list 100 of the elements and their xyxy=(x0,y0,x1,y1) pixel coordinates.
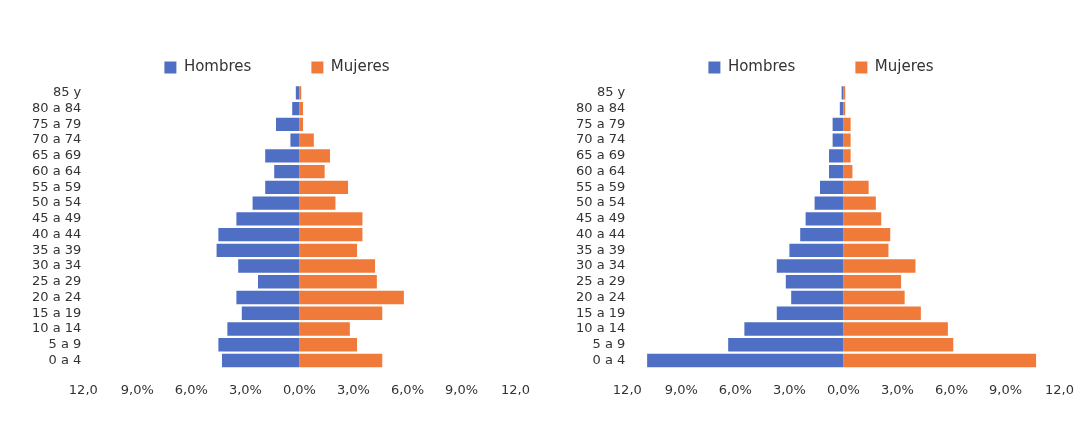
bar xyxy=(820,180,844,195)
y-tick-label: 55 a 59 xyxy=(575,178,626,194)
y-tick-label: 85 y xyxy=(52,84,82,100)
bar xyxy=(299,275,377,289)
y-tick-label: 75 a 79 xyxy=(31,115,82,131)
bar xyxy=(238,259,300,273)
y-tick-label: 65 a 69 xyxy=(575,147,626,163)
y-tick-label: 70 a 74 xyxy=(31,131,82,147)
y-tick-label: 0 a 4 xyxy=(592,351,626,367)
x-tick-label: 6,0% xyxy=(718,381,752,397)
bar xyxy=(843,212,882,226)
bar xyxy=(789,243,844,258)
bar xyxy=(221,353,300,368)
y-tick-label: 10 a 14 xyxy=(575,320,626,336)
bar xyxy=(800,227,844,242)
bar xyxy=(258,275,300,289)
y-tick-label: 40 a 44 xyxy=(575,225,626,241)
y-tick-label: 75 a 79 xyxy=(575,115,626,131)
bar xyxy=(843,338,954,352)
bar xyxy=(265,180,300,195)
bar xyxy=(299,306,383,320)
bar xyxy=(744,322,844,336)
x-tick-label: 3,0% xyxy=(228,381,262,397)
bar xyxy=(290,133,300,147)
bar xyxy=(218,227,300,242)
y-tick-label: 20 a 24 xyxy=(575,288,626,304)
y-tick-label: 70 a 74 xyxy=(575,131,626,147)
bar xyxy=(647,353,844,368)
bar xyxy=(274,164,300,179)
x-tick-label: 3,0% xyxy=(336,381,370,397)
bar xyxy=(276,117,300,132)
y-tick-label: 45 a 49 xyxy=(31,210,82,226)
bar xyxy=(776,259,844,273)
bar xyxy=(843,243,889,258)
bar xyxy=(299,290,404,305)
y-tick-label: 65 a 69 xyxy=(31,147,82,163)
bar xyxy=(218,338,300,352)
y-tick-label: 5 a 9 xyxy=(592,336,626,352)
bar xyxy=(299,180,349,195)
bar xyxy=(299,322,350,336)
x-tick-label: 0,0% xyxy=(282,381,316,397)
bar xyxy=(241,306,300,320)
bar xyxy=(785,275,844,289)
x-tick-label: 6,0% xyxy=(174,381,208,397)
y-tick-label: 0 a 4 xyxy=(48,351,82,367)
y-tick-label: 10 a 14 xyxy=(31,320,82,336)
y-tick-label: 25 a 29 xyxy=(31,273,82,289)
bar xyxy=(843,133,851,147)
bar xyxy=(299,353,383,368)
bar xyxy=(252,196,300,210)
y-tick-label: 40 a 44 xyxy=(31,225,82,241)
bar xyxy=(227,322,300,336)
bar xyxy=(299,117,304,132)
bar xyxy=(299,259,376,273)
bar xyxy=(265,149,300,163)
bar xyxy=(776,306,844,320)
y-tick-label: 50 a 54 xyxy=(31,194,82,210)
y-tick-label: 80 a 84 xyxy=(575,99,626,115)
y-tick-label: 60 a 64 xyxy=(575,162,626,178)
legend-label: Hombres xyxy=(727,57,796,76)
bar xyxy=(843,353,1037,368)
legend-label: Mujeres xyxy=(874,57,934,76)
legend-label: Hombres xyxy=(183,57,252,76)
y-tick-label: 35 a 39 xyxy=(575,241,626,257)
y-tick-label: 35 a 39 xyxy=(31,241,82,257)
bar xyxy=(299,133,314,147)
bar xyxy=(829,164,844,179)
bar xyxy=(832,117,844,132)
bar xyxy=(843,180,869,195)
x-tick-label: 3,0% xyxy=(880,381,914,397)
x-tick-label: 6,0% xyxy=(390,381,424,397)
bar xyxy=(299,149,331,163)
bar xyxy=(843,322,948,336)
bar xyxy=(843,149,851,163)
y-tick-label: 85 y xyxy=(596,84,626,100)
bar xyxy=(843,196,876,210)
y-tick-label: 30 a 34 xyxy=(575,257,626,273)
y-tick-label: 45 a 49 xyxy=(575,210,626,226)
bar xyxy=(843,259,916,273)
x-tick-label: 12,0 xyxy=(68,381,98,397)
x-tick-label: 12,0 xyxy=(1045,381,1074,397)
bar xyxy=(292,101,300,116)
x-tick-label: 12,0 xyxy=(612,381,642,397)
bar xyxy=(843,227,891,242)
bar xyxy=(805,212,844,226)
bar xyxy=(299,196,336,210)
y-tick-label: 25 a 29 xyxy=(575,273,626,289)
y-tick-label: 20 a 24 xyxy=(31,288,82,304)
y-tick-label: 50 a 54 xyxy=(575,194,626,210)
bar xyxy=(843,290,905,305)
bar xyxy=(299,212,363,226)
bar xyxy=(299,338,358,352)
y-tick-label: 55 a 59 xyxy=(31,178,82,194)
bar xyxy=(814,196,844,210)
x-tick-label: 0,0% xyxy=(826,381,860,397)
bar xyxy=(829,149,844,163)
x-tick-label: 9,0% xyxy=(120,381,154,397)
bar xyxy=(299,164,325,179)
x-tick-label: 9,0% xyxy=(444,381,479,397)
bar xyxy=(236,212,300,226)
